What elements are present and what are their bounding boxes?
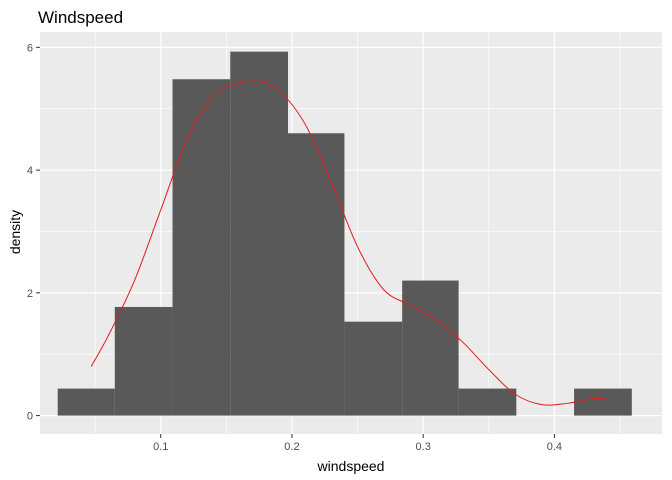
x-tick-label: 0.4 xyxy=(547,441,562,453)
x-axis-title: windspeed xyxy=(317,458,385,474)
x-tick-label: 0.3 xyxy=(416,441,431,453)
x-tick-label: 0.2 xyxy=(284,441,299,453)
histogram-bars xyxy=(57,51,632,416)
y-axis-title: density xyxy=(7,210,23,254)
histogram-bar xyxy=(57,388,115,416)
x-axis-ticks: 0.1 0.2 0.3 0.4 xyxy=(153,434,562,453)
y-tick-label: 4 xyxy=(27,165,33,177)
histogram-bar xyxy=(344,321,403,416)
histogram-bar xyxy=(402,280,459,416)
chart-title: Windspeed xyxy=(38,8,123,27)
histogram-bar xyxy=(458,388,517,416)
histogram-bar xyxy=(114,306,173,416)
y-axis-ticks: 0 2 4 6 xyxy=(27,42,40,423)
y-tick-label: 6 xyxy=(27,42,33,54)
y-tick-label: 2 xyxy=(27,288,33,300)
histogram-bar xyxy=(288,133,345,416)
histogram-bar xyxy=(230,51,289,416)
x-tick-label: 0.1 xyxy=(153,441,168,453)
histogram-bar xyxy=(574,388,632,416)
histogram-bar xyxy=(172,79,231,416)
density-curve xyxy=(90,80,610,406)
y-tick-label: 0 xyxy=(27,411,33,423)
